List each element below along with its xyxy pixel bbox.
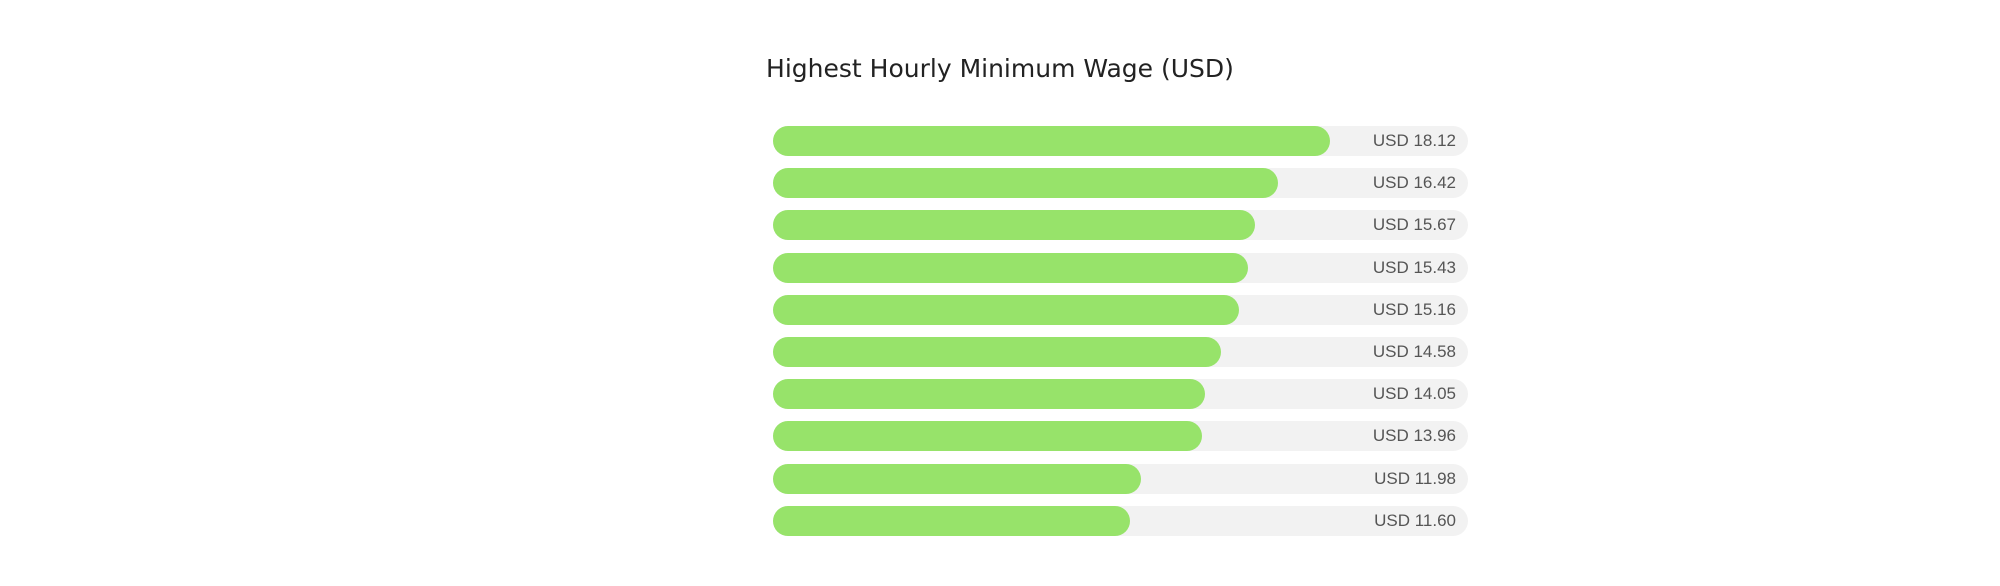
bar [773,252,1248,283]
bar-track: USD 13.96 [773,421,1468,452]
value-label: USD 16.42 [1372,173,1456,193]
bar [773,337,1222,367]
chart-title: Highest Hourly Minimum Wage (USD) [766,54,1234,83]
bar-track: USD 11.60 [773,505,1468,536]
bar-row: LuxembourgUSD 15.43 [520,252,1480,283]
value-label: USD 13.96 [1372,426,1456,446]
value-label: USD 15.43 [1372,257,1456,277]
value-label: USD 15.16 [1372,299,1456,319]
bar-row: New ZealandUSD 16.42 [520,168,1480,199]
bar-row: GermanyUSD 15.16 [520,294,1480,325]
bar-row: AustraliaUSD 18.12 [520,126,1480,156]
bar [773,210,1255,241]
bar-track: USD 15.67 [773,210,1468,241]
bar [773,168,1278,199]
value-label: USD 18.12 [1372,131,1456,150]
bar [773,294,1240,325]
value-label: USD 14.58 [1372,342,1456,361]
bar-row: United KingdomUSD 15.67 [520,210,1480,241]
value-label: USD 11.60 [1374,510,1456,530]
bar-track: USD 15.43 [773,252,1468,283]
bar-row: NetherlandsUSD 11.98 [520,463,1480,494]
bar-track: USD 11.98 [773,463,1468,494]
value-label: USD 15.67 [1372,215,1456,235]
bar-track: USD 18.12 [773,126,1468,156]
bar-row: BelgiumUSD 14.58 [520,337,1480,367]
bar [773,463,1142,494]
bar [773,126,1331,156]
bar-track: USD 15.16 [773,294,1468,325]
bar-row: IrelandUSD 13.96 [520,421,1480,452]
bar-row: FranceUSD 14.05 [520,379,1480,410]
bar-track: USD 14.05 [773,379,1468,410]
value-label: USD 11.98 [1374,468,1456,488]
value-label: USD 14.05 [1372,384,1456,404]
bar-row: CanadaUSD 11.60 [520,505,1480,536]
bar-track: USD 16.42 [773,168,1468,199]
bar [773,421,1203,452]
bar-track: USD 14.58 [773,337,1468,367]
bar [773,379,1206,410]
bar [773,505,1130,536]
